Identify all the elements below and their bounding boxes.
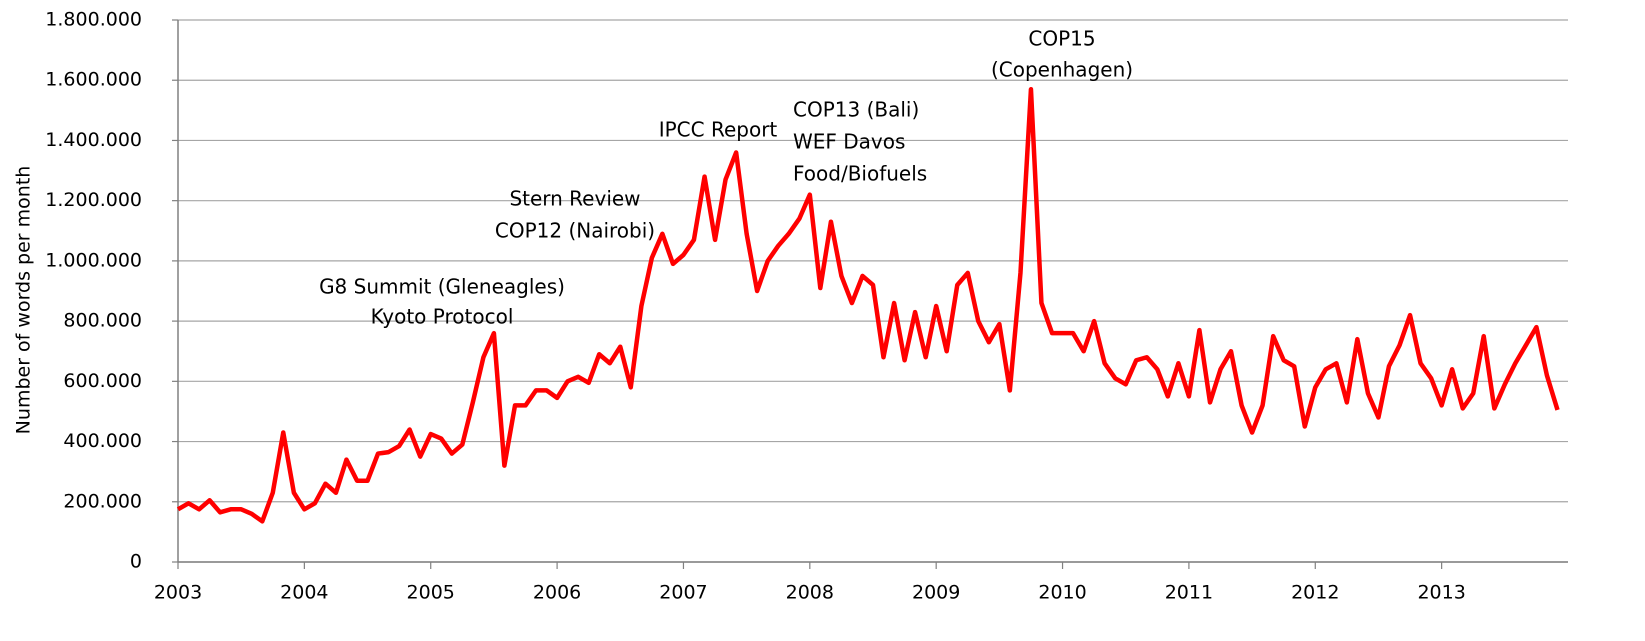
x-tick-label: 2012 [1291,582,1339,604]
x-tick-label: 2013 [1417,582,1465,604]
x-tick-label: 2010 [1038,582,1086,604]
y-tick-label: 0 [130,551,142,573]
annotation: Kyoto Protocol [371,305,514,329]
annotation: COP15 [1028,27,1095,51]
x-tick-label: 2008 [786,582,834,604]
x-tick-label: 2006 [533,582,581,604]
y-axis-label: Number of words per month [13,166,35,435]
y-tick-label: 1.400.000 [45,129,142,151]
x-tick-label: 2009 [912,582,960,604]
x-tick-label: 2005 [407,582,455,604]
annotation: COP13 (Bali) [793,98,919,122]
annotation: IPCC Report [659,118,778,142]
x-tick-label: 2011 [1165,582,1213,604]
y-tick-label: 600.000 [63,370,142,392]
annotation: G8 Summit (Gleneagles) [319,275,565,299]
y-tick-label: 1.600.000 [45,69,142,91]
y-tick-label: 800.000 [63,310,142,332]
annotation: WEF Davos [793,130,905,154]
y-tick-label: 1.200.000 [45,189,142,211]
x-tick-label: 2003 [154,582,202,604]
y-tick-label: 1.800.000 [45,9,142,31]
annotation: Food/Biofuels [793,162,927,186]
data-line [176,87,1560,524]
annotation: Stern Review [509,187,640,211]
x-tick-label: 2007 [659,582,707,604]
y-tick-label: 200.000 [63,490,142,512]
annotation: COP12 (Nairobi) [495,219,655,243]
y-tick-label: 400.000 [63,430,142,452]
annotation: (Copenhagen) [991,58,1133,82]
y-tick-label: 1.000.000 [45,249,142,271]
x-tick-label: 2004 [280,582,328,604]
